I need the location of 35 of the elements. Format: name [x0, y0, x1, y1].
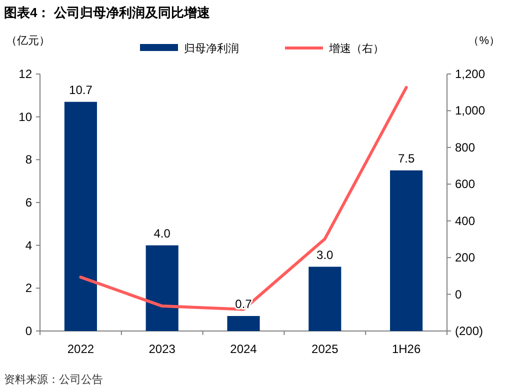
data-label: 7.5 — [398, 151, 415, 166]
x-tick-label: 2025 — [312, 342, 339, 356]
legend-label: 增速（右） — [328, 42, 384, 55]
y-tick-label: 4 — [25, 238, 32, 252]
x-tick-label: 2023 — [148, 342, 176, 356]
text: 资料来源：公司公告 — [4, 373, 103, 386]
bar — [64, 102, 97, 331]
y-tick-label: 6 — [25, 196, 32, 210]
data-label: 3.0 — [316, 248, 334, 262]
data-label: 10.7 — [69, 82, 93, 97]
y2-tick-label: 200 — [455, 250, 476, 265]
y2-tick-label: 1,000 — [455, 104, 486, 118]
y2-tick-label: 0 — [455, 287, 462, 302]
chart-title: 图表4： 公司归母净利润及同比增速 — [4, 5, 211, 20]
y-tick-label: 12 — [18, 67, 32, 81]
y2-tick-label: (200) — [455, 324, 484, 338]
y2-tick-label: 600 — [455, 177, 476, 192]
y2-axis-title: （%） — [468, 35, 500, 47]
legend-label: 归母净利润 — [184, 42, 239, 55]
y2-tick-label: 400 — [455, 214, 476, 228]
x-tick-label: 1H26 — [392, 342, 421, 356]
y-tick-label: 10 — [18, 110, 32, 124]
x-tick-label: 2024 — [230, 342, 258, 356]
x-tick-label: 2022 — [67, 342, 94, 356]
bar — [390, 170, 423, 331]
bar — [227, 316, 260, 331]
y-tick-label: 8 — [25, 152, 32, 167]
bar — [308, 266, 342, 331]
y2-tick-label: 1,200 — [455, 67, 486, 81]
y-tick-label: 0 — [25, 324, 32, 338]
bar — [146, 245, 178, 331]
y-axis-title: （亿元） — [6, 35, 50, 47]
y-tick-label: 2 — [25, 281, 32, 296]
y2-tick-label: 800 — [455, 140, 476, 154]
data-label: 4.0 — [154, 226, 171, 240]
